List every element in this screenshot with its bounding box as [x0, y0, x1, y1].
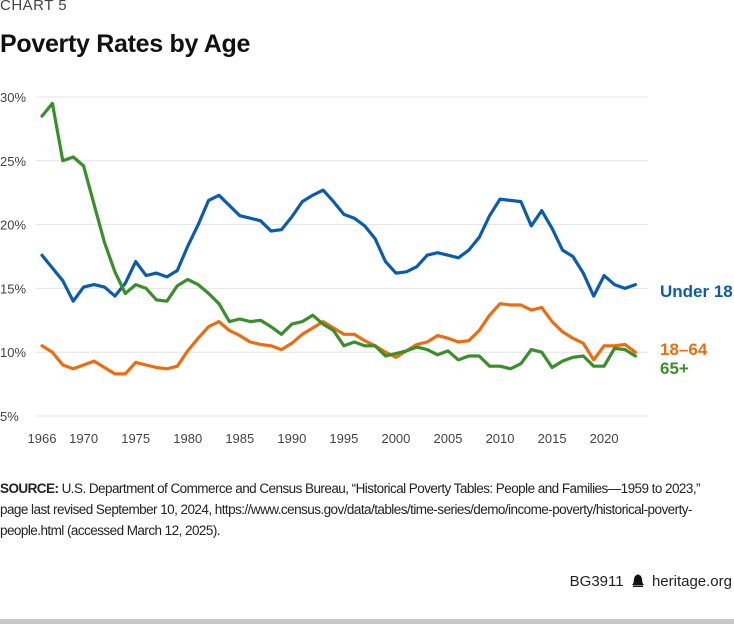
y-tick-label: 25% — [0, 154, 26, 169]
x-tick-label: 2015 — [538, 431, 567, 446]
series-line-2 — [40, 302, 638, 376]
y-tick-label: 10% — [0, 345, 26, 360]
y-tick-label: 5% — [0, 409, 19, 424]
source-note: SOURCE: U.S. Department of Commerce and … — [0, 478, 730, 541]
series-line-1 — [40, 188, 638, 303]
source-label: SOURCE: — [0, 481, 59, 496]
footer: BG3911 heritage.org — [570, 573, 732, 590]
y-tick-label: 15% — [0, 281, 26, 296]
x-tick-label: 1975 — [121, 431, 150, 446]
x-tick-label: 1985 — [225, 431, 254, 446]
x-tick-label: 1995 — [329, 431, 358, 446]
line-chart: 5% 10% 15% 20% 25% 30% 1966 1970 1975 1980 1985 19… — [0, 90, 733, 446]
chart-kicker: CHART 5 — [0, 0, 68, 14]
bottom-bar — [0, 619, 734, 624]
series-label: 18–64 — [660, 340, 708, 359]
y-tick-label: 20% — [0, 218, 26, 233]
x-tick-label: 2000 — [381, 431, 410, 446]
series-line-3 — [40, 101, 638, 371]
report-code: BG3911 — [569, 573, 624, 590]
liberty-bell-icon — [631, 574, 644, 587]
y-tick-label: 30% — [0, 90, 26, 105]
chart-title: Poverty Rates by Age — [0, 30, 251, 58]
x-tick-label: 1966 — [28, 431, 57, 446]
x-tick-label: 2020 — [590, 431, 619, 446]
site-link[interactable]: heritage.org — [651, 573, 732, 590]
source-text: U.S. Department of Commerce and Census B… — [0, 481, 701, 538]
x-tick-label: 2005 — [434, 431, 463, 446]
series-label: Under 18 — [660, 282, 733, 301]
x-tick-label: 1970 — [69, 431, 98, 446]
series-label: 65+ — [660, 359, 689, 378]
x-tick-label: 1990 — [277, 431, 306, 446]
x-tick-label: 2010 — [486, 431, 515, 446]
x-tick-label: 1980 — [173, 431, 202, 446]
